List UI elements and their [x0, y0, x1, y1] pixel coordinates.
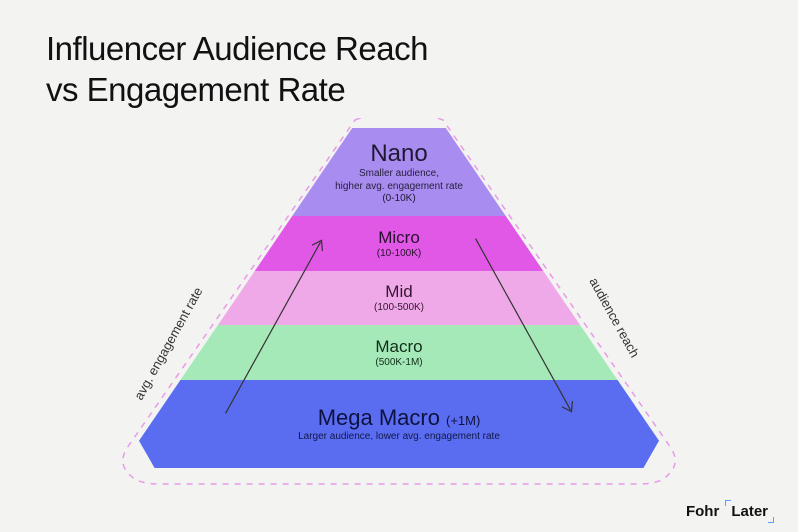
tier-subtitle: Smaller audience,higher avg. engagement …	[335, 168, 463, 193]
tier-macro: Macro(500K-1M)	[139, 325, 659, 379]
tier-name: Macro	[375, 337, 422, 357]
title-line-2: vs Engagement Rate	[46, 71, 345, 108]
tier-range: (+1M)	[446, 413, 480, 428]
tier-mega-macro: Mega Macro (+1M) Larger audience, lower av…	[139, 380, 659, 468]
title-line-1: Influencer Audience Reach	[46, 30, 428, 67]
tier-range: (100-500K)	[374, 302, 424, 313]
brand-fohr: Fohr	[686, 503, 719, 520]
tier-mid: Mid(100-500K)	[139, 271, 659, 325]
tier-nano: NanoSmaller audience,higher avg. engagem…	[139, 128, 659, 216]
tier-name: Mid	[385, 282, 412, 302]
tier-micro: Micro(10-100K)	[139, 216, 659, 270]
tier-name: Micro	[378, 228, 420, 248]
pyramid-tiers: NanoSmaller audience,higher avg. engagem…	[139, 128, 659, 468]
tier-range: (10-100K)	[377, 248, 421, 259]
footer-brands: Fohr Later	[686, 503, 770, 520]
tier-range: (500K-1M)	[375, 357, 422, 368]
pyramid-diagram: NanoSmaller audience,higher avg. engagem…	[119, 118, 679, 488]
tier-name: Mega Macro	[318, 405, 440, 431]
tier-name: Nano	[370, 140, 427, 168]
page-title: Influencer Audience Reach vs Engagement …	[46, 28, 428, 111]
tier-subtitle: Larger audience, lower avg. engagement r…	[298, 431, 500, 444]
tier-range: (0-10K)	[382, 193, 415, 204]
brand-later: Later	[729, 503, 770, 520]
tier-name-row: Mega Macro (+1M)	[318, 405, 481, 431]
